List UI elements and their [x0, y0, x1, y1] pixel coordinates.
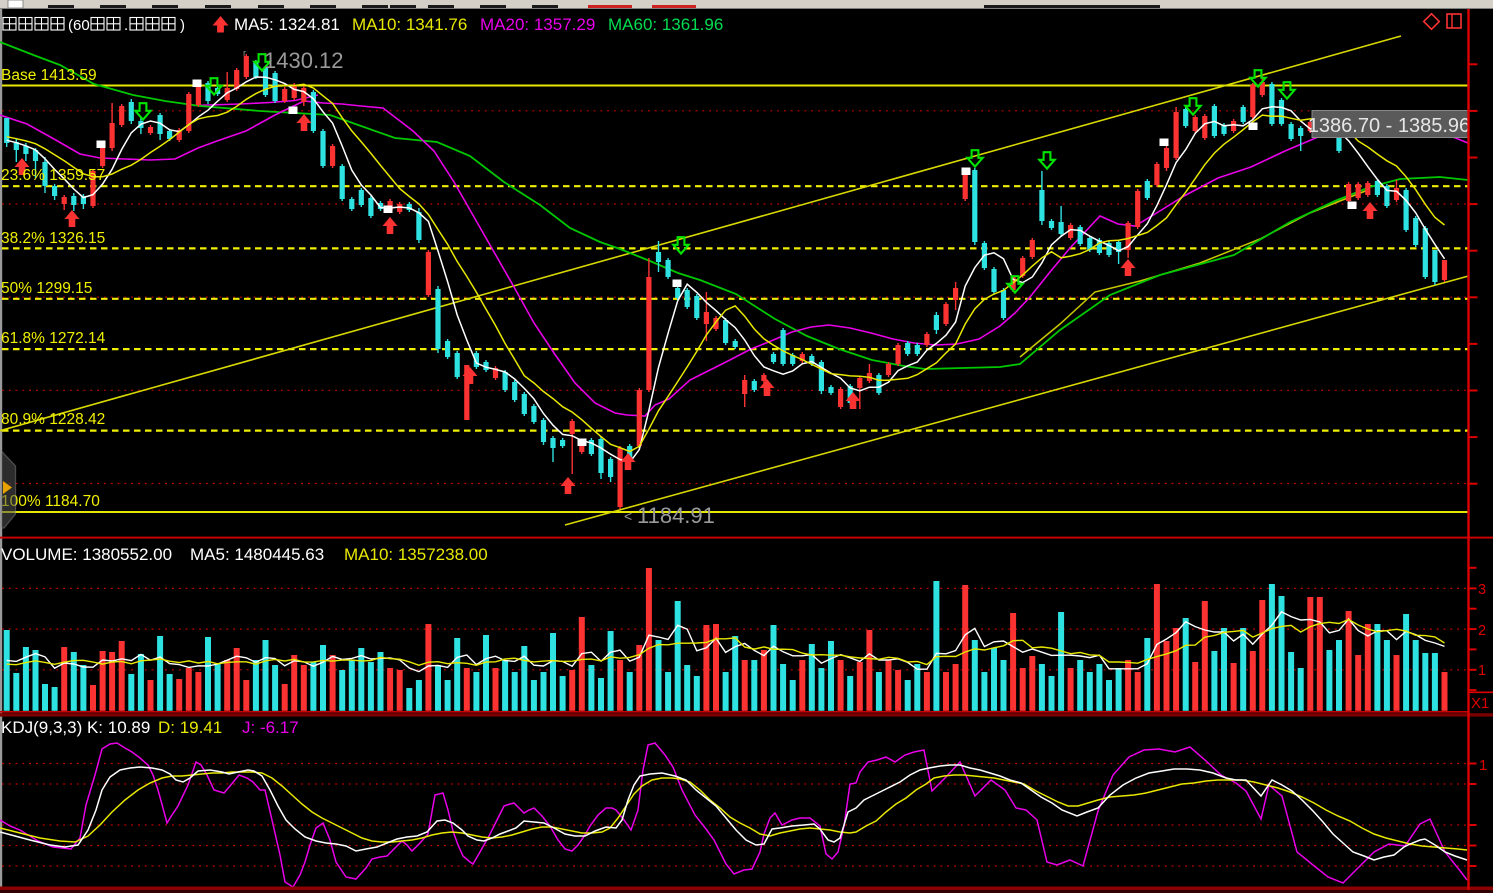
svg-text:2: 2 — [1478, 623, 1486, 639]
svg-text:(60: (60 — [68, 17, 90, 34]
svg-text:3: 3 — [1478, 582, 1486, 598]
svg-text:Base 1413.59: Base 1413.59 — [1, 67, 97, 84]
svg-text:80.9% 1228.42: 80.9% 1228.42 — [1, 411, 105, 428]
svg-text:1: 1 — [1478, 663, 1486, 679]
svg-text:VOLUME: 1380552.00: VOLUME: 1380552.00 — [1, 545, 172, 564]
svg-text:D: 19.41: D: 19.41 — [158, 718, 222, 737]
svg-text:MA5: 1324.81: MA5: 1324.81 — [234, 15, 340, 34]
svg-text:50% 1299.15: 50% 1299.15 — [1, 280, 92, 297]
svg-text:23.6% 1359.57: 23.6% 1359.57 — [1, 167, 105, 184]
svg-text:<: < — [624, 508, 632, 524]
svg-text:X1: X1 — [1471, 695, 1489, 712]
svg-text:61.8% 1272.14: 61.8% 1272.14 — [1, 330, 106, 347]
svg-text:KDJ(9,3,3) K: 10.89: KDJ(9,3,3) K: 10.89 — [1, 718, 150, 737]
svg-text:ʳ: ʳ — [243, 47, 246, 62]
svg-text:MA10: 1357238.00: MA10: 1357238.00 — [344, 545, 488, 564]
svg-text:): ) — [180, 17, 185, 34]
svg-text:MA60: 1361.96: MA60: 1361.96 — [608, 15, 723, 34]
svg-text:100% 1184.70: 100% 1184.70 — [1, 493, 100, 510]
svg-text:MA20: 1357.29: MA20: 1357.29 — [480, 15, 595, 34]
svg-text:J: -6.17: J: -6.17 — [242, 718, 299, 737]
svg-text:1184.91: 1184.91 — [637, 503, 715, 528]
svg-text:MA5: 1480445.63: MA5: 1480445.63 — [190, 545, 324, 564]
svg-text:1386.70 - 1385.96: 1386.70 - 1385.96 — [1308, 115, 1470, 137]
svg-text:.: . — [124, 17, 128, 34]
svg-text:1430.12: 1430.12 — [264, 48, 344, 73]
svg-text:1: 1 — [1479, 757, 1487, 774]
svg-text:MA10: 1341.76: MA10: 1341.76 — [352, 15, 467, 34]
svg-text:38.2% 1326.15: 38.2% 1326.15 — [1, 230, 105, 247]
